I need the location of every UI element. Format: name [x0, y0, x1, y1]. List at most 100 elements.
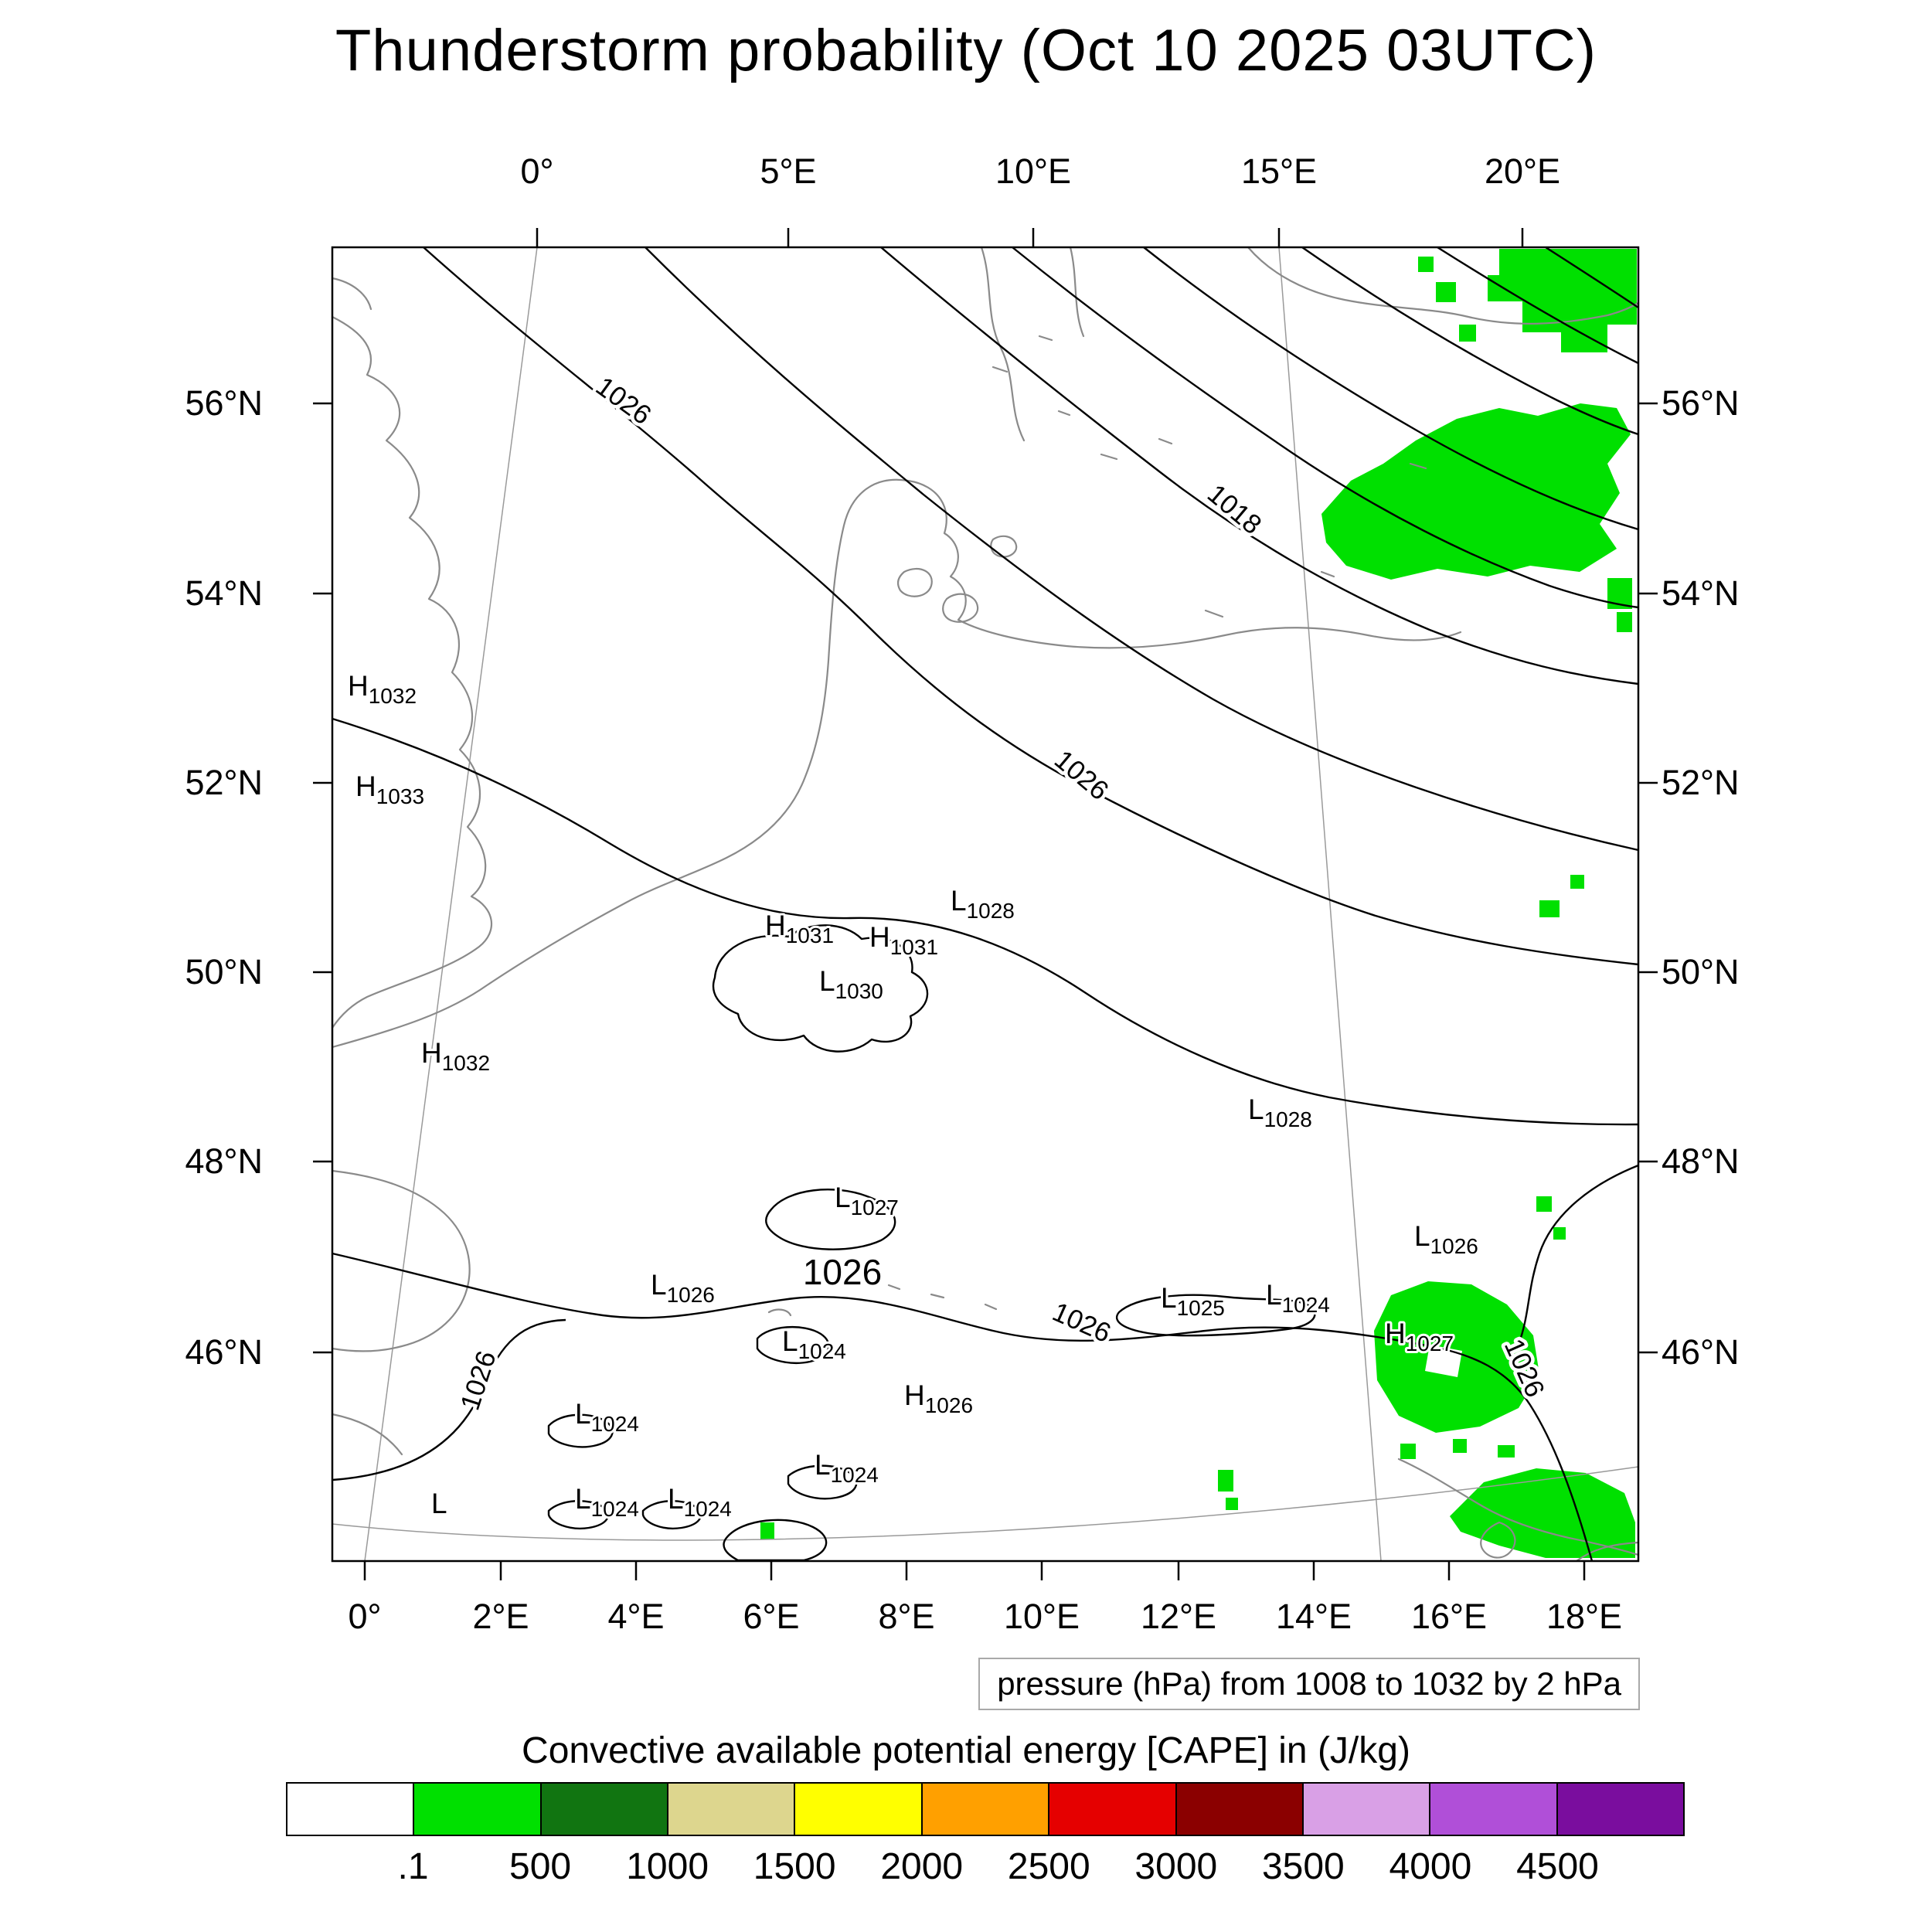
alpine-lakes	[767, 1284, 998, 1317]
pressure-marker: L1024	[815, 1449, 879, 1487]
pressure-marker-letter: L	[651, 1269, 667, 1301]
colorbar	[286, 1782, 1685, 1836]
isobar-1026-south	[332, 1252, 1594, 1562]
right-axis-label: 46°N	[1662, 1332, 1740, 1372]
pressure-marker-letter: H	[1385, 1318, 1406, 1349]
pressure-marker: L1028	[951, 885, 1015, 923]
pressure-marker: H1031	[765, 910, 834, 947]
top-axis-label: 15°E	[1240, 151, 1318, 191]
isobar-unlabeled	[1437, 246, 1639, 365]
pressure-marker-letter: L	[819, 965, 835, 997]
top-axis-label: 10°E	[995, 151, 1072, 191]
pressure-marker: L1030	[819, 965, 883, 1003]
contour-label: 1018	[1199, 475, 1271, 544]
pressure-marker: H1026	[904, 1379, 973, 1417]
pressure-marker-letter: H	[355, 770, 376, 802]
pressure-marker-letter: L	[575, 1398, 591, 1430]
contour-label: 1026	[451, 1344, 505, 1417]
isobar-1026-west-branch	[332, 1318, 566, 1481]
page-title: Thunderstorm probability (Oct 10 2025 03…	[335, 18, 1597, 83]
isobar-low-closed	[641, 1500, 702, 1530]
colorbar-cell	[1557, 1784, 1683, 1835]
contour-label-text: 1018	[1202, 478, 1267, 540]
pressure-marker-value: 1028	[967, 899, 1015, 923]
colorbar-tick-label: 1500	[753, 1846, 836, 1887]
top-axis-label: 20°E	[1484, 151, 1561, 191]
cape-region	[1498, 1445, 1515, 1458]
pressure-marker-letter: L	[815, 1449, 831, 1481]
isobar-unlabeled	[1143, 247, 1639, 531]
pressure-marker: L1026	[1414, 1220, 1478, 1258]
cape-region	[1553, 1227, 1566, 1240]
pressure-marker-value: 1027	[851, 1196, 899, 1219]
isobar-right-descending	[1517, 1164, 1639, 1345]
cape-shading-layer	[760, 249, 1637, 1558]
pressure-marker-letter: L	[668, 1483, 684, 1515]
coastline-brittany	[331, 1169, 471, 1352]
pressure-marker: L1024	[575, 1398, 639, 1436]
bot-axis-label: 14°E	[1275, 1597, 1352, 1636]
coastline-scotland	[331, 277, 372, 311]
pressure-caption-text: pressure (hPa) from 1008 to 1032 by 2 hP…	[997, 1665, 1621, 1702]
isobar-low-closed	[787, 1464, 858, 1500]
isobar-low-closed	[547, 1500, 609, 1530]
pressure-marker-letter: H	[904, 1379, 925, 1411]
pressure-marker-value: 1032	[442, 1051, 490, 1075]
isobar-unlabeled	[1545, 246, 1639, 308]
bot-axis-label: 12°E	[1140, 1597, 1217, 1636]
isobar-1018	[880, 247, 1639, 685]
coastline-britain	[331, 315, 493, 1029]
pressure-marker: L1025	[1161, 1282, 1225, 1320]
coastline-istria	[1480, 1521, 1516, 1559]
isobar-low-closed	[1115, 1294, 1316, 1337]
colorbar-cell	[1049, 1784, 1177, 1835]
isobar-low-closed	[723, 1519, 828, 1562]
pressure-marker-value: 1033	[376, 784, 424, 808]
axis-ticks-left	[313, 402, 332, 1354]
pressure-marker-letter: L	[782, 1325, 798, 1357]
pressure-marker: L1024	[575, 1483, 639, 1521]
isobar-unlabeled	[1301, 247, 1639, 436]
colorbar-cell	[1176, 1784, 1304, 1835]
graticule-layer	[332, 247, 1639, 1562]
isobar-1028	[332, 717, 1639, 1126]
bot-axis-label: 16°E	[1410, 1597, 1488, 1636]
pressure-marker-letter: H	[869, 921, 890, 953]
pressure-marker: L1024	[668, 1483, 732, 1521]
pressure-marker: H1032	[421, 1037, 490, 1075]
pressure-marker-value: 1026	[1430, 1234, 1478, 1258]
pressure-marker-letter: H	[765, 910, 786, 941]
right-axis-label: 48°N	[1662, 1141, 1740, 1181]
pressure-marker: L1026	[651, 1269, 715, 1307]
pressure-marker-letter: L	[835, 1182, 851, 1213]
pressure-marker: H1032	[348, 670, 417, 708]
isobar-low-closed	[547, 1413, 614, 1448]
colorbar-tick-label: 4000	[1389, 1846, 1472, 1887]
colorbar-tick-label: 500	[509, 1846, 572, 1887]
colorbar-cell	[668, 1784, 796, 1835]
pressure-marker-value: 1024	[591, 1497, 639, 1521]
cape-region	[1488, 249, 1637, 352]
pressure-marker-value: 1032	[369, 684, 417, 708]
pressure-marker: H1031	[869, 921, 938, 959]
isobar-1027-closed	[765, 1189, 896, 1250]
cape-region	[1218, 1470, 1233, 1492]
pressure-marker: L1024	[1266, 1279, 1330, 1317]
cape-region	[1539, 900, 1560, 917]
colorbar-tick-label: 3500	[1261, 1846, 1345, 1887]
colorbar-tick-label: .1	[397, 1846, 429, 1887]
pressure-marker-value: 1024	[831, 1463, 879, 1487]
left-axis-label: 52°N	[185, 763, 263, 802]
colorbar-cell	[795, 1784, 923, 1835]
graticule-line	[332, 1466, 1639, 1541]
bot-axis-label: 0°	[348, 1597, 382, 1636]
pressure-caption: pressure (hPa) from 1008 to 1032 by 2 hP…	[978, 1658, 1640, 1710]
pressure-marker: L1028	[1248, 1094, 1312, 1131]
contour-label: 1026	[587, 368, 660, 434]
colorbar-tick-label: 3000	[1134, 1846, 1218, 1887]
cape-region	[1226, 1498, 1238, 1510]
isobar-1026-north	[423, 247, 1639, 966]
bot-axis-label: 18°E	[1546, 1597, 1623, 1636]
